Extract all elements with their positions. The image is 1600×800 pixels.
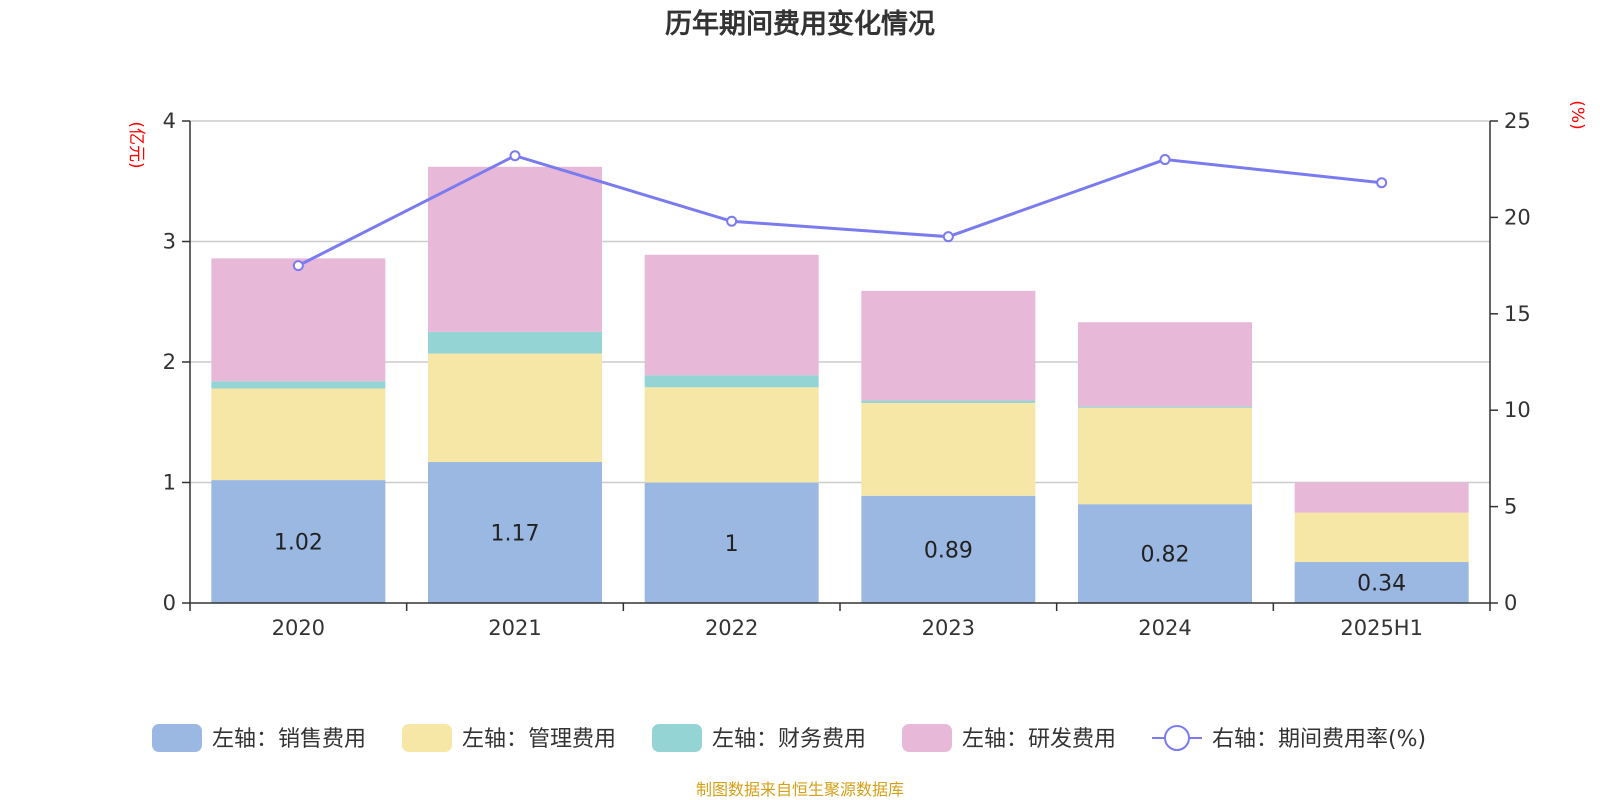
right-tick-label: 20 — [1504, 205, 1531, 229]
x-tick-label: 2023 — [922, 616, 975, 640]
bar-segment-3 — [644, 375, 819, 388]
right-tick-label: 5 — [1504, 495, 1517, 519]
data-labels: 1.02 1.17 1 0.89 0.82 0.34 — [274, 522, 1406, 597]
bar-segment-4 — [1294, 482, 1469, 513]
rate-point — [942, 231, 954, 243]
legend-label: 右轴：期间费用率(%) — [1212, 727, 1426, 752]
left-tick-label: 1 — [163, 471, 176, 495]
legend-swatch — [652, 724, 702, 752]
left-tick-label: 3 — [163, 230, 176, 254]
legend: 左轴：销售费用 左轴：管理费用 左轴：财务费用 左轴：研发费用 右轴：期间费用率(%) — [152, 724, 1426, 752]
rate-point — [1159, 154, 1171, 166]
bars — [211, 166, 1469, 603]
bar-segment-2 — [644, 387, 819, 483]
right-tick-label: 10 — [1504, 398, 1531, 422]
right-tick-label: 25 — [1504, 109, 1531, 133]
left-tick-label: 4 — [163, 109, 176, 133]
bar-segment-3 — [1078, 406, 1252, 408]
legend-marker — [1164, 725, 1190, 751]
left-tick-label: 0 — [163, 591, 176, 615]
x-tick-label: 2020 — [272, 616, 325, 640]
right-tick-label: 15 — [1504, 302, 1531, 326]
bar-segment-4 — [211, 258, 386, 382]
bar-segment-2 — [428, 353, 602, 463]
rate-point — [292, 260, 304, 272]
bar-data-label: 0.82 — [1141, 543, 1190, 568]
bar-segment-4 — [428, 166, 602, 332]
x-tick-label: 2022 — [705, 616, 758, 640]
bar-data-label: 1.02 — [274, 531, 323, 556]
bar-segment-4 — [1078, 322, 1252, 407]
rate-point — [509, 150, 521, 162]
right-axis-unit: (%) — [1567, 100, 1587, 129]
rate-point — [1376, 177, 1388, 189]
legend-swatch — [902, 724, 952, 752]
legend-label: 左轴：管理费用 — [462, 727, 616, 752]
bar-data-label: 1 — [725, 532, 739, 557]
bar-segment-1 — [644, 482, 819, 603]
bar-segment-2 — [211, 388, 386, 481]
bar-segment-1 — [428, 462, 602, 603]
rate-polyline — [297, 154, 1382, 267]
x-tick-label: 2024 — [1138, 616, 1191, 640]
bar-segment-1 — [211, 480, 386, 603]
legend-swatch — [152, 724, 202, 752]
bar-segment-1 — [861, 495, 1036, 603]
bar-segment-2 — [1078, 407, 1252, 505]
bar-data-label: 1.17 — [491, 522, 540, 547]
source-note: 制图数据来自恒生聚源数据库 — [696, 780, 904, 799]
bar-segment-1 — [1078, 504, 1252, 603]
legend-label: 左轴：财务费用 — [712, 727, 866, 752]
bar-segment-2 — [1294, 512, 1469, 563]
bar-segment-3 — [428, 331, 602, 354]
bar-segment-3 — [211, 381, 386, 389]
bar-segment-2 — [861, 402, 1036, 496]
legend-swatch — [402, 724, 452, 752]
bar-data-label: 0.34 — [1357, 572, 1406, 597]
rate-line — [292, 150, 1388, 272]
bar-segment-3 — [861, 400, 1036, 403]
left-tick-label: 2 — [163, 350, 176, 374]
right-tick-label: 0 — [1504, 591, 1517, 615]
chart-title: 历年期间费用变化情况 — [665, 8, 935, 40]
x-tick-label: 2021 — [488, 616, 541, 640]
legend-label: 左轴：销售费用 — [212, 727, 366, 752]
bar-segment-4 — [861, 290, 1036, 401]
x-tick-label: 2025H1 — [1340, 616, 1423, 640]
bar-data-label: 0.89 — [924, 538, 973, 563]
rate-point — [726, 215, 738, 227]
left-axis-unit: (亿元) — [126, 121, 146, 168]
bar-segment-4 — [644, 254, 819, 376]
legend-label: 左轴：研发费用 — [962, 727, 1116, 752]
bar-segment-1 — [1294, 562, 1469, 603]
axes: 0 1 2 3 4 0 5 10 15 20 25 2020 2021 2022 2023 2024 2025H… — [163, 109, 1531, 640]
gridlines — [190, 120, 1490, 484]
